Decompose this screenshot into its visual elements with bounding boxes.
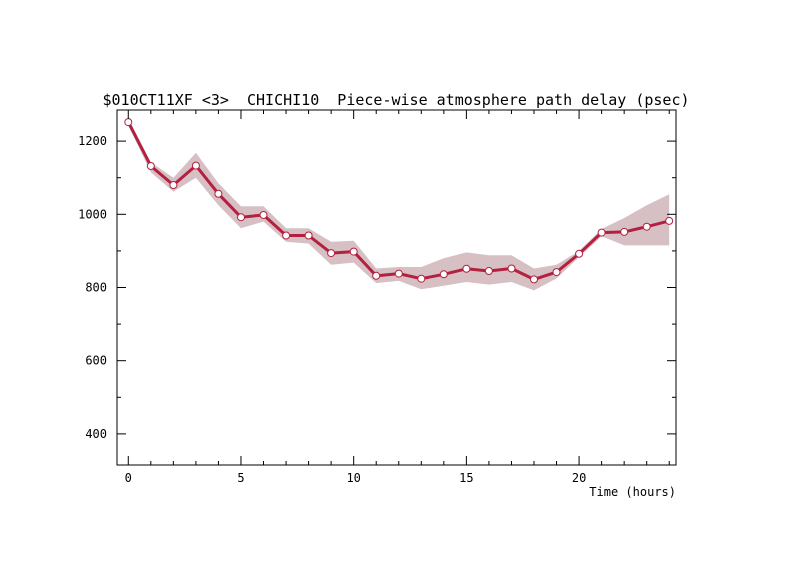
data-point <box>507 264 516 273</box>
data-point <box>304 231 313 240</box>
chart-title: $010CT11XF <3> CHICHI10 Piece-wise atmos… <box>103 91 690 109</box>
y-tick-label: 400 <box>85 427 107 441</box>
data-point <box>349 247 358 256</box>
data-point <box>327 249 336 258</box>
x-axis-ticks: 0 5 10 15 20 <box>125 110 670 485</box>
y-tick-label: 1000 <box>78 207 107 221</box>
data-point <box>597 228 606 237</box>
data-point-layer <box>124 118 674 284</box>
data-point <box>124 118 133 127</box>
data-point <box>642 222 651 231</box>
data-point <box>552 268 561 277</box>
data-point <box>282 231 291 240</box>
x-tick-label: 10 <box>346 471 360 485</box>
data-point <box>530 275 538 284</box>
y-tick-label: 1200 <box>78 134 107 148</box>
uncertainty-band <box>128 118 670 291</box>
data-point <box>575 249 584 258</box>
series-line <box>126 121 670 281</box>
uncertainty-band-layer <box>128 118 670 291</box>
data-point <box>417 274 426 283</box>
y-tick-label: 800 <box>85 281 107 295</box>
y-axis-ticks: 400 600 800 1000 1200 <box>78 134 676 441</box>
x-tick-label: 20 <box>572 471 586 485</box>
data-point <box>439 270 448 279</box>
data-point <box>620 227 629 236</box>
series-line-layer <box>126 121 670 281</box>
data-point <box>146 162 155 170</box>
data-point <box>394 269 403 278</box>
data-point <box>191 161 200 170</box>
x-tick-label: 5 <box>237 471 244 485</box>
data-point <box>259 211 268 219</box>
data-point <box>214 189 223 198</box>
data-point <box>237 213 245 222</box>
data-point <box>169 181 178 189</box>
data-point <box>372 271 381 280</box>
data-point <box>462 264 471 273</box>
y-tick-label: 600 <box>85 354 107 368</box>
x-tick-label: 15 <box>459 471 473 485</box>
x-axis-label: Time (hours) <box>589 485 676 499</box>
x-tick-label: 0 <box>125 471 132 485</box>
data-point <box>484 267 493 275</box>
data-point <box>665 216 674 225</box>
